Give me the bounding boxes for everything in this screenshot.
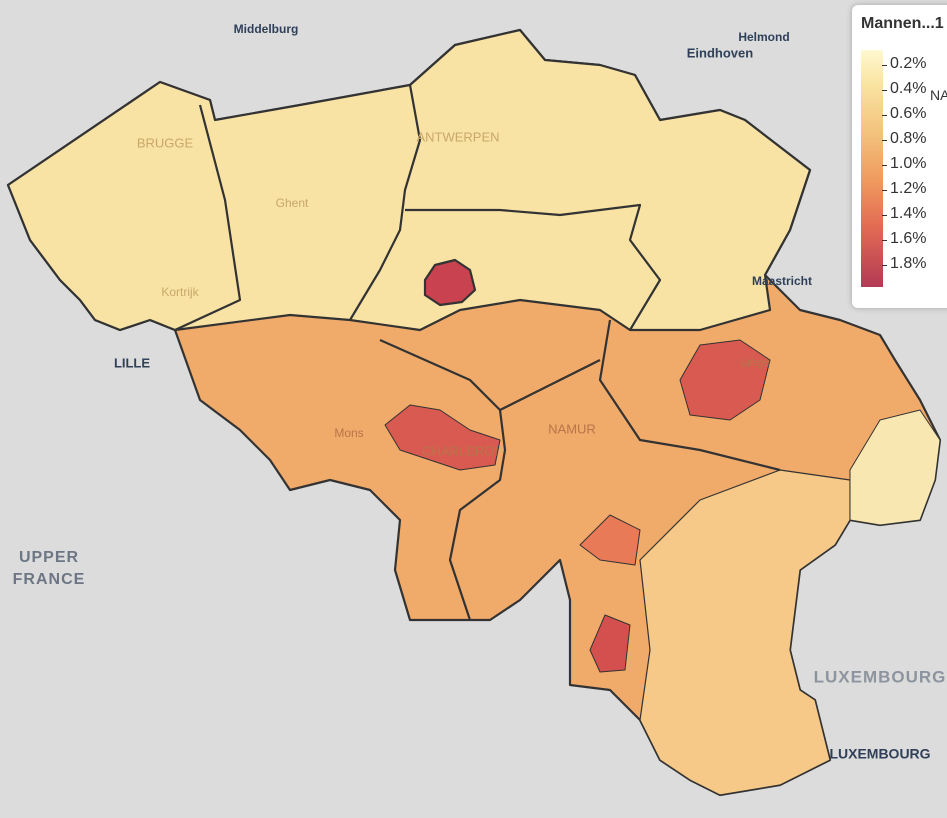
- legend-label: 1.2%: [890, 180, 927, 197]
- legend-tick: [882, 115, 887, 116]
- place-label: LILLE: [114, 355, 150, 370]
- liege-area: [679, 339, 771, 421]
- place-label: NAMUR: [548, 421, 596, 436]
- place-label: Ghent: [276, 196, 309, 210]
- place-label: BRUGGE: [137, 135, 194, 150]
- legend-tick: [882, 165, 887, 166]
- place-label: Kortrijk: [161, 285, 199, 299]
- legend-colorbar: [861, 50, 883, 287]
- legend-tick: [882, 65, 887, 66]
- legend-label: 0.6%: [890, 105, 927, 122]
- place-label: Maastricht: [752, 274, 812, 288]
- place-label: Liège: [740, 355, 770, 369]
- legend-tick: [882, 190, 887, 191]
- south-patch: [589, 614, 631, 673]
- region-border: [405, 203, 662, 331]
- legend-label: 1.0%: [890, 155, 927, 172]
- charleroi-area: [384, 404, 501, 471]
- legend-tick: [882, 265, 887, 266]
- east-cantons: [849, 409, 941, 526]
- place-label: Middelburg: [234, 22, 299, 36]
- place-label: Helmond: [738, 30, 789, 44]
- south-patch-2: [579, 514, 641, 566]
- region-border: [499, 359, 601, 411]
- legend-tick: [882, 215, 887, 216]
- region-border: [379, 338, 507, 621]
- legend-tick: [882, 240, 887, 241]
- place-label: CHARLEROI: [422, 443, 498, 458]
- place-label: Eindhoven: [687, 45, 754, 60]
- place-label: UPPER: [19, 549, 79, 566]
- place-label: FRANCE: [13, 571, 86, 588]
- place-label: ANTWERPEN: [416, 129, 499, 144]
- legend-label: 0.2%: [890, 55, 927, 72]
- place-label: LUXEMBOURG: [829, 746, 930, 762]
- legend-label: 1.6%: [890, 230, 927, 247]
- region-border: [598, 319, 781, 472]
- place-label: Mons: [334, 426, 363, 440]
- legend-tick: [882, 90, 887, 91]
- region-border: [174, 104, 242, 331]
- legend: Mannen...1 NA 0.2% 0.4% 0.6% 0.8% 1.0% 1.2% 1.…: [852, 5, 947, 308]
- place-label: LUXEMBOURG: [814, 667, 947, 686]
- region-border: [349, 84, 422, 321]
- legend-label: 0.8%: [890, 130, 927, 147]
- legend-tick: [882, 140, 887, 141]
- legend-na: NA: [930, 87, 947, 103]
- legend-title: Mannen...1: [861, 15, 944, 32]
- brussels: [423, 258, 477, 307]
- legend-label: 1.8%: [890, 255, 927, 272]
- country: [6, 28, 942, 797]
- legend-label: 1.4%: [890, 205, 927, 222]
- legend-label: 0.4%: [890, 80, 927, 97]
- luxembourg-province: [639, 469, 851, 796]
